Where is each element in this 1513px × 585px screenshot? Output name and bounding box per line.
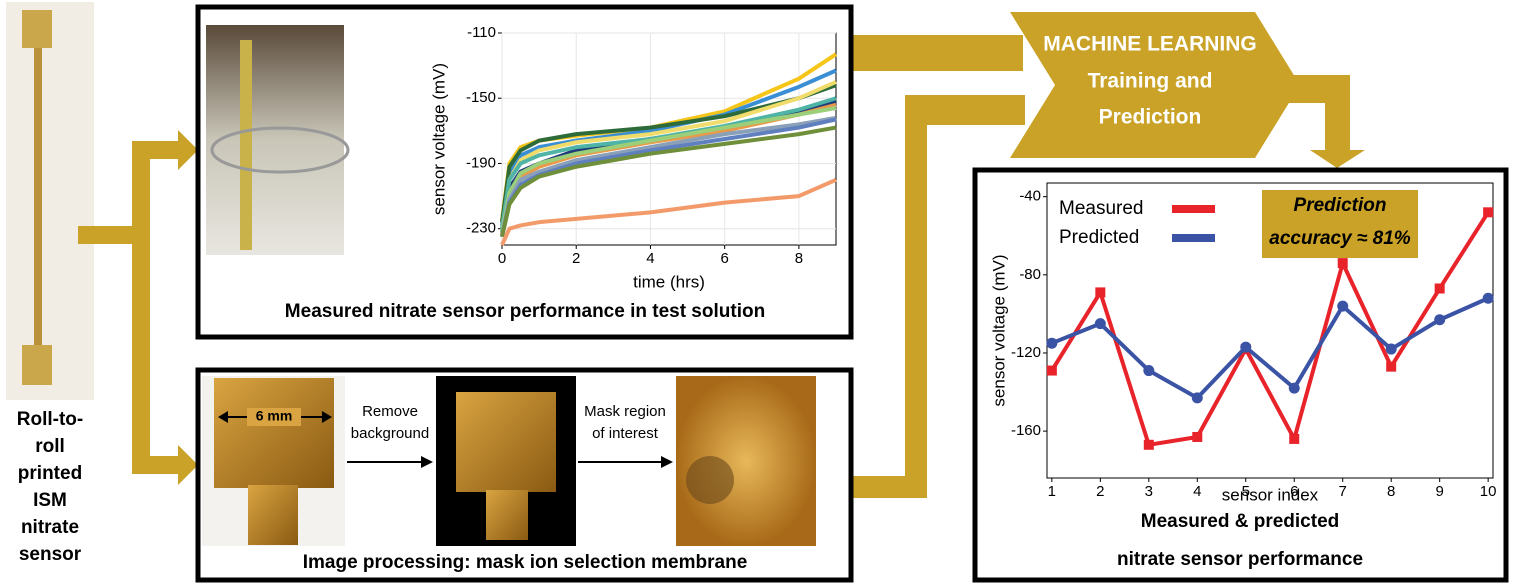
x-tick-label: 4 — [646, 250, 654, 267]
marker — [1192, 392, 1203, 403]
label-line: Roll-to- — [17, 409, 83, 430]
label-line: nitrate — [21, 517, 79, 538]
marker — [1434, 314, 1445, 325]
ml-line: Training and — [1088, 70, 1213, 93]
sensor-photo — [6, 2, 94, 400]
marker — [1386, 362, 1396, 372]
x-tick-label: 4 — [1193, 483, 1201, 500]
scale-label: 6 mm — [256, 408, 293, 424]
caption: Measured & predicted — [1141, 511, 1340, 532]
x-tick-label: 8 — [1387, 483, 1395, 500]
y-axis-label: sensor voltage (mV) — [989, 254, 1008, 406]
legend-label: Measured — [1059, 198, 1144, 219]
step-label: Mask region — [584, 403, 666, 420]
label-line: ISM — [33, 490, 67, 511]
label-line: printed — [18, 463, 82, 484]
marker — [1289, 434, 1299, 444]
y-tick-label: -120 — [1011, 344, 1041, 361]
y-tick-label: -80 — [1019, 266, 1041, 283]
ml-line: MACHINE LEARNING — [1043, 33, 1257, 56]
x-tick-label: 6 — [720, 250, 728, 267]
annotation: accuracy ≈ 81% — [1269, 228, 1411, 249]
label-line: roll — [35, 436, 65, 457]
marker — [1192, 432, 1202, 442]
ml-line: Prediction — [1099, 106, 1202, 129]
x-tick-label: 8 — [795, 250, 803, 267]
marker — [1338, 258, 1348, 268]
x-axis-label: time (hrs) — [633, 272, 705, 291]
annotation: Prediction — [1294, 195, 1387, 216]
marker — [1046, 338, 1057, 349]
step-label: background — [351, 425, 429, 442]
marker — [1047, 366, 1057, 376]
x-tick-label: 9 — [1436, 483, 1444, 500]
marker — [1483, 293, 1494, 304]
y-axis-label: sensor voltage (mV) — [429, 63, 448, 215]
x-tick-label: 7 — [1339, 483, 1347, 500]
marker — [1240, 342, 1251, 353]
y-tick-label: -110 — [467, 24, 496, 41]
beaker-photo — [206, 25, 348, 255]
step-label: of interest — [592, 425, 659, 442]
y-tick-label: -40 — [1019, 188, 1041, 205]
marker — [1386, 344, 1397, 355]
label-line: sensor — [19, 544, 82, 565]
x-tick-label: 0 — [498, 250, 506, 267]
x-axis-label: sensor index — [1222, 485, 1319, 504]
x-tick-label: 2 — [572, 250, 580, 267]
figure: Roll-to- roll printed ISM nitrate sensor… — [0, 0, 1513, 585]
y-tick-label: -160 — [1011, 422, 1041, 439]
y-tick-label: -150 — [466, 89, 496, 106]
marker — [1095, 318, 1106, 329]
x-tick-label: 10 — [1480, 483, 1497, 500]
y-tick-label: -230 — [466, 220, 496, 237]
marker — [1435, 283, 1445, 293]
x-tick-label: 3 — [1145, 483, 1153, 500]
marker — [1095, 287, 1105, 297]
marker — [1483, 207, 1493, 217]
caption: Measured nitrate sensor performance in t… — [285, 301, 765, 322]
x-tick-label: 2 — [1096, 483, 1104, 500]
legend-label: Predicted — [1059, 227, 1139, 248]
marker — [1289, 383, 1300, 394]
marker — [1143, 365, 1154, 376]
x-tick-label: 1 — [1048, 483, 1056, 500]
membrane-images — [202, 376, 816, 546]
step-label: Remove — [362, 403, 418, 420]
marker — [1144, 440, 1154, 450]
sensor-label: Roll-to- roll printed ISM nitrate sensor — [17, 409, 83, 565]
caption: Image processing: mask ion selection mem… — [303, 552, 748, 573]
marker — [1337, 301, 1348, 312]
caption: nitrate sensor performance — [1117, 549, 1363, 570]
y-tick-label: -190 — [466, 154, 496, 171]
